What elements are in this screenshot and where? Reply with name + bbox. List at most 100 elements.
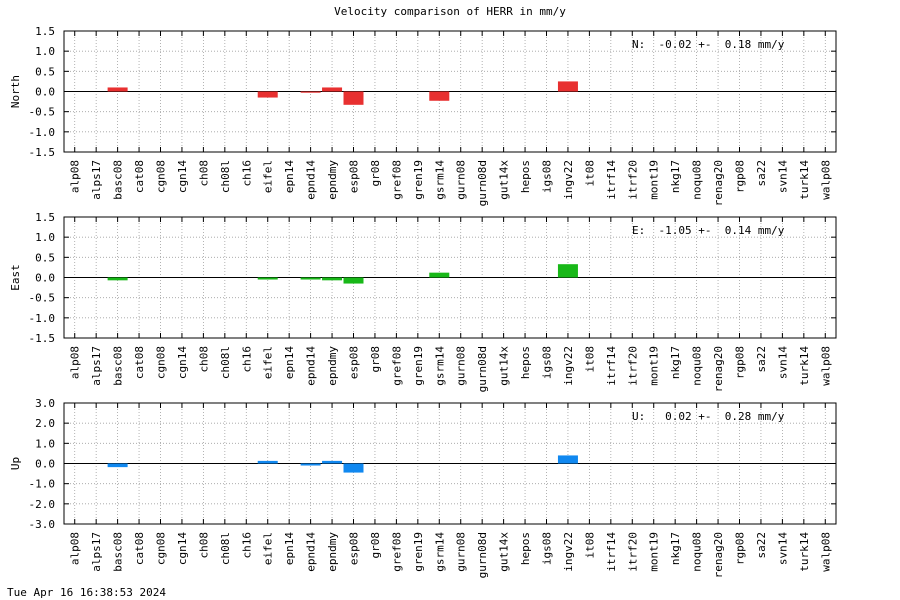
x-tick-label: hepos [519, 346, 532, 379]
x-tick-label: gr08 [369, 160, 382, 187]
x-tick-label: cgn14 [176, 160, 189, 193]
y-tick-label: -1.5 [29, 146, 56, 159]
x-tick-label: epnd14 [305, 532, 318, 572]
x-tick-label: walp08 [819, 160, 832, 200]
x-tick-label: turk14 [798, 532, 811, 572]
y-tick-label: 3.0 [35, 397, 55, 410]
x-tick-label: epn14 [283, 346, 296, 379]
x-tick-label: nkg17 [669, 346, 682, 379]
bar-eifel [257, 91, 278, 98]
x-tick-label: hepos [519, 160, 532, 193]
x-tick-label: renag20 [712, 346, 725, 392]
x-tick-label: it08 [583, 160, 596, 187]
y-tick-label: 2.0 [35, 417, 55, 430]
x-tick-label: igs08 [541, 160, 554, 193]
y-tick-label: -0.5 [29, 106, 56, 119]
x-tick-label: itrf20 [626, 532, 639, 572]
y-tick-label: 0.0 [35, 458, 55, 471]
y-tick-label: -1.0 [29, 478, 56, 491]
x-tick-label: noqu08 [691, 532, 704, 572]
y-axis-label: North [9, 75, 22, 108]
chart-panel-east: 1.5 1.0 0.5 0.0 -0.5 -1.0 -1.5 alp08 alps17 basc0… [9, 211, 837, 392]
x-tick-label: mont19 [648, 160, 661, 200]
x-tick-label: ch16 [240, 346, 253, 373]
x-tick-label: epn14 [283, 160, 296, 193]
x-tick-label: mont19 [648, 532, 661, 572]
x-tick-label: basc08 [112, 160, 125, 200]
x-tick-label: esp08 [348, 532, 361, 565]
x-tick-label: walp08 [819, 532, 832, 572]
stats-annotation: U: 0.02 +- 0.28 mm/y [632, 410, 785, 423]
x-tick-label: itrf20 [626, 346, 639, 386]
x-tick-label: gref08 [390, 160, 403, 200]
x-tick-label: gurn08d [476, 532, 489, 578]
bar-gsrm14 [429, 272, 450, 278]
y-tick-label: -0.5 [29, 292, 56, 305]
x-tick-label: gurn08 [455, 160, 468, 200]
x-tick-label: svn14 [776, 160, 789, 193]
x-tick-label: rgp08 [734, 532, 747, 565]
y-axis-label: East [9, 264, 22, 291]
bar-ingv22 [557, 264, 578, 278]
stats-annotation: N: -0.02 +- 0.18 mm/y [632, 38, 785, 51]
bar-ingv22 [557, 455, 578, 464]
x-tick-label: gsrm14 [433, 346, 446, 386]
x-tick-label: esp08 [348, 160, 361, 193]
bar-esp08 [343, 277, 364, 284]
x-tick-label: gref08 [390, 346, 403, 386]
x-tick-label: ch08l [219, 346, 232, 379]
x-tick-label: gut14x [498, 346, 511, 386]
x-tick-label: cgn08 [155, 160, 168, 193]
x-tick-label: noqu08 [691, 346, 704, 386]
x-tick-label: epndmy [326, 346, 339, 386]
x-tick-label: alp08 [69, 346, 82, 379]
x-tick-label: epnd14 [305, 160, 318, 200]
x-tick-label: ch08 [197, 346, 210, 373]
x-tick-label: basc08 [112, 532, 125, 572]
y-tick-label: 0.5 [35, 65, 55, 78]
y-tick-label: 0.5 [35, 251, 55, 264]
x-tick-label: alp08 [69, 532, 82, 565]
x-tick-label: gut14x [498, 160, 511, 200]
x-tick-label: ch08 [197, 160, 210, 187]
bar-basc08 [107, 463, 128, 468]
x-tick-label: cat08 [133, 532, 146, 565]
x-tick-label: ch08l [219, 160, 232, 193]
chart-panel-up: 3.0 2.0 1.0 0.0 -1.0 -2.0 -3.0 alp08 alps17 basc0… [9, 397, 837, 578]
x-tick-label: alps17 [90, 160, 103, 200]
x-tick-label: it08 [583, 346, 596, 373]
y-tick-label: -1.5 [29, 332, 56, 345]
x-tick-label: ch08 [197, 532, 210, 559]
bar-basc08 [107, 87, 128, 92]
x-tick-label: cgn08 [155, 346, 168, 379]
x-tick-label: ch16 [240, 532, 253, 559]
x-tick-label: cgn14 [176, 532, 189, 565]
x-tick-label: gurn08d [476, 160, 489, 206]
x-tick-label: nkg17 [669, 160, 682, 193]
y-tick-label: -3.0 [29, 518, 56, 531]
x-tick-label: gren19 [412, 532, 425, 572]
x-tick-label: itrf14 [605, 532, 618, 572]
x-tick-label: epndmy [326, 160, 339, 200]
bar-basc08 [107, 277, 128, 281]
x-tick-label: ch08l [219, 532, 232, 565]
bar-epndmy [322, 277, 343, 281]
x-tick-label: sa22 [755, 346, 768, 373]
y-tick-label: 1.0 [35, 437, 55, 450]
x-tick-label: ingv22 [562, 160, 575, 200]
y-tick-label: 1.0 [35, 45, 55, 58]
x-tick-label: itrf14 [605, 346, 618, 386]
x-tick-label: eifel [262, 160, 275, 193]
x-tick-label: gurn08d [476, 346, 489, 392]
x-tick-label: eifel [262, 346, 275, 379]
x-tick-label: mont19 [648, 346, 661, 386]
x-tick-label: turk14 [798, 160, 811, 200]
bar-ingv22 [557, 81, 578, 92]
x-tick-label: itrf14 [605, 160, 618, 200]
x-tick-label: gr08 [369, 532, 382, 559]
x-tick-label: igs08 [541, 532, 554, 565]
y-tick-label: 1.5 [35, 211, 55, 224]
bar-esp08 [343, 463, 364, 473]
x-tick-label: nkg17 [669, 532, 682, 565]
x-tick-label: gref08 [390, 532, 403, 572]
